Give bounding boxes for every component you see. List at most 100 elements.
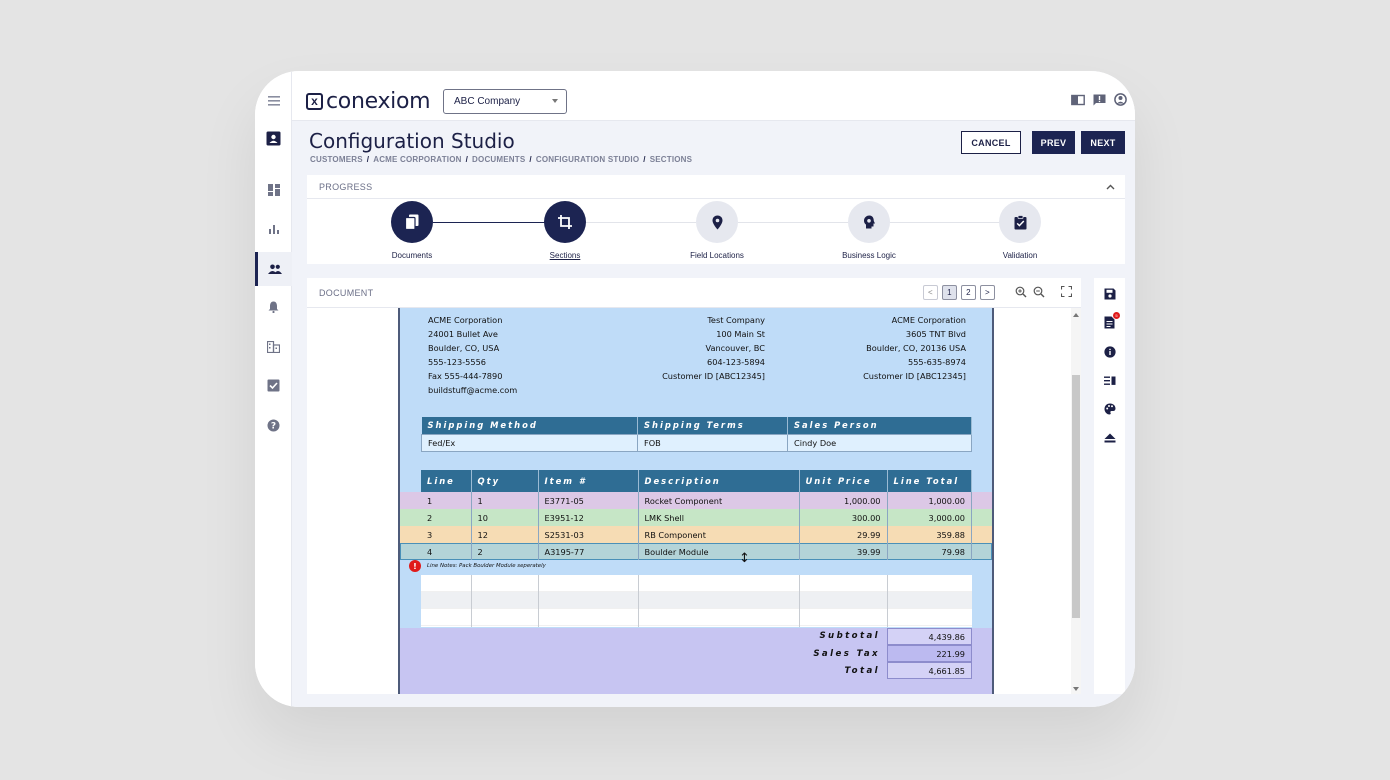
step-business-logic[interactable]: Business Logic: [819, 201, 919, 260]
ship-to-line: Customer ID [ABC12345]: [863, 371, 966, 381]
qty-cell: 1: [471, 492, 539, 509]
crop-icon: [544, 201, 586, 243]
alert-icon[interactable]: !: [409, 560, 421, 572]
document-scrollbar[interactable]: [1071, 308, 1081, 694]
breadcrumb-customers[interactable]: CUSTOMERS: [310, 155, 363, 164]
brain-icon: [848, 201, 890, 243]
progress-header[interactable]: PROGRESS: [307, 175, 1125, 199]
sender-line: Fax 555-444-7890: [428, 371, 503, 381]
empty-row: [421, 575, 972, 592]
shipping-header: Sales Person: [787, 417, 972, 434]
line-cell: 2: [421, 509, 472, 526]
next-button[interactable]: NEXT: [1081, 131, 1125, 154]
items-header: Line Total: [887, 470, 972, 492]
line-notes: ! Line Notes: Pack Boulder Module sepera…: [409, 560, 546, 572]
account-icon[interactable]: [1114, 93, 1127, 111]
company-select[interactable]: ABC Company: [443, 89, 567, 114]
documents-icon: [391, 201, 433, 243]
description-cell: Boulder Module: [638, 543, 800, 560]
building-icon[interactable]: [255, 330, 292, 364]
step-sections[interactable]: Sections: [515, 201, 615, 260]
grid-line: [471, 575, 472, 627]
step-label: Validation: [1002, 251, 1038, 260]
item-cell: E3771-05: [538, 492, 639, 509]
breadcrumb-separator: /: [366, 155, 370, 164]
notes-icon[interactable]: 5: [1102, 312, 1120, 330]
menu-icon[interactable]: [255, 84, 292, 118]
step-label: Field Locations: [690, 251, 744, 260]
book-icon[interactable]: [1071, 93, 1085, 111]
cancel-button[interactable]: CANCEL: [961, 131, 1021, 154]
fullscreen-icon[interactable]: [1060, 285, 1073, 300]
sales-person-value: Cindy Doe: [787, 433, 972, 452]
feedback-icon[interactable]: [1093, 93, 1106, 111]
total-label: Total: [844, 666, 880, 676]
breadcrumb-sections: SECTIONS: [649, 155, 693, 164]
profile-card-icon[interactable]: [255, 121, 292, 155]
step-documents[interactable]: Documents: [362, 201, 462, 260]
empty-row: [421, 592, 972, 609]
item-cell: S2531-03: [538, 526, 639, 543]
customers-icon[interactable]: [255, 252, 292, 286]
sender-line: Boulder, CO, USA: [428, 343, 500, 353]
table-row[interactable]: 2 10 E3951-12 LMK Shell 300.00 3,000.00: [421, 509, 972, 526]
list-columns-icon[interactable]: [1102, 373, 1117, 388]
table-row[interactable]: 3 12 S2531-03 RB Component 29.99 359.88: [421, 526, 972, 543]
save-icon[interactable]: [1102, 286, 1117, 301]
breadcrumb-acme[interactable]: ACME CORPORATION: [373, 155, 462, 164]
logo-text: conexiom: [326, 88, 431, 114]
step-field-locations[interactable]: Field Locations: [667, 201, 767, 260]
table-row[interactable]: 4 2 A3195-77 Boulder Module 39.99 79.98: [421, 543, 972, 560]
eject-icon[interactable]: [1102, 430, 1117, 445]
line-total-cell: 1,000.00: [887, 492, 972, 509]
palette-icon[interactable]: [1102, 401, 1117, 416]
sales-tax-value: 221.99: [887, 645, 972, 662]
zoom-out-icon[interactable]: [1033, 286, 1045, 300]
line-notes-text: Line Notes: Pack Boulder Module seperate…: [427, 563, 546, 569]
bill-to-line: 100 Main St: [716, 329, 765, 339]
description-cell: RB Component: [638, 526, 800, 543]
breadcrumb-separator: /: [465, 155, 469, 164]
info-icon[interactable]: [1102, 344, 1117, 359]
chevron-up-icon[interactable]: [1106, 182, 1115, 192]
prev-page-button[interactable]: <: [923, 285, 938, 300]
step-validation[interactable]: Validation: [970, 201, 1070, 260]
checklist-icon[interactable]: [255, 368, 292, 402]
notification-badge: 5: [1113, 312, 1120, 319]
sender-line: buildstuff@acme.com: [428, 385, 518, 395]
unit-price-cell: 39.99: [799, 543, 888, 560]
item-cell: E3951-12: [538, 509, 639, 526]
conexiom-logo[interactable]: x conexiom: [306, 88, 431, 114]
line-total-cell: 3,000.00: [887, 509, 972, 526]
prev-button[interactable]: PREV: [1032, 131, 1075, 154]
location-pin-icon: [696, 201, 738, 243]
qty-cell: 2: [471, 543, 539, 560]
grid-line: [638, 575, 639, 627]
items-header: Unit Price: [799, 470, 888, 492]
scroll-down-icon[interactable]: [1073, 687, 1079, 691]
table-row[interactable]: 1 1 E3771-05 Rocket Component 1,000.00 1…: [421, 492, 972, 509]
progress-connector: [585, 222, 696, 223]
main-area: x conexiom ABC Company Configuration Stu…: [292, 71, 1135, 707]
page-1-button[interactable]: 1: [942, 285, 957, 300]
page-2-button[interactable]: 2: [961, 285, 976, 300]
left-sidebar: ?: [255, 71, 292, 707]
item-cell: A3195-77: [538, 543, 639, 560]
next-page-button[interactable]: >: [980, 285, 995, 300]
document-page: ACME Corporation 24001 Bullet Ave Boulde…: [398, 308, 994, 694]
resize-cursor-icon: ↕: [739, 551, 750, 566]
help-icon[interactable]: ?: [255, 408, 292, 442]
zoom-in-icon[interactable]: [1015, 286, 1027, 300]
zoom-controls: [1015, 285, 1073, 300]
scroll-up-icon[interactable]: [1073, 313, 1079, 317]
dashboard-icon[interactable]: [255, 173, 292, 207]
sender-address: ACME Corporation 24001 Bullet Ave Boulde…: [428, 313, 517, 397]
bar-chart-icon[interactable]: [255, 212, 292, 246]
qty-cell: 12: [471, 526, 539, 543]
grid-line: [799, 575, 800, 627]
scroll-thumb[interactable]: [1072, 375, 1080, 618]
bell-icon[interactable]: [255, 290, 292, 324]
step-label: Documents: [391, 251, 433, 260]
breadcrumb-configuration-studio[interactable]: CONFIGURATION STUDIO: [535, 155, 640, 164]
breadcrumb-documents[interactable]: DOCUMENTS: [472, 155, 526, 164]
